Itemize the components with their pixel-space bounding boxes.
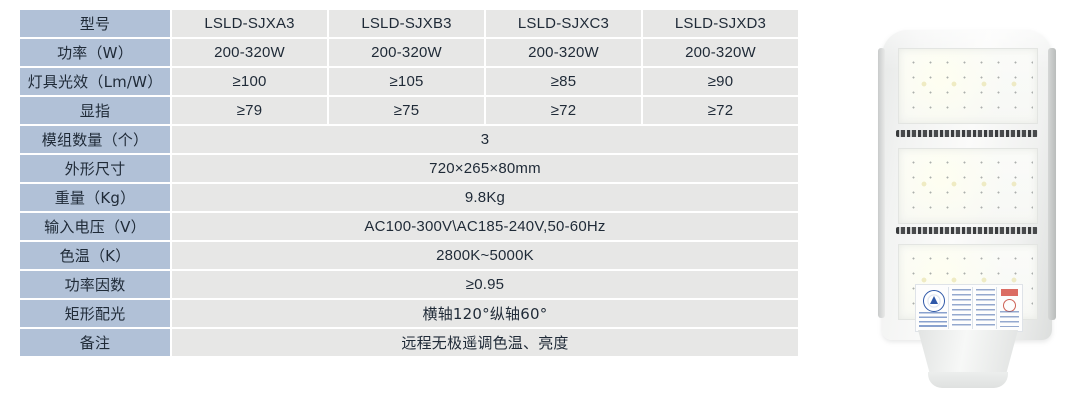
cell-input-voltage-value: AC100-300V\AC185-240V,50-60Hz <box>172 213 798 240</box>
cell-model-col2: LSLD-SJXB3 <box>329 10 484 37</box>
label-text-lines <box>952 289 971 327</box>
product-spec-label-sticker <box>915 284 1023 332</box>
lamp-bevel-left <box>878 48 885 318</box>
lamp-neck-cap <box>928 372 1008 388</box>
certification-seal-icon <box>918 287 949 329</box>
cell-power-col4: 200-320W <box>643 39 798 66</box>
cell-model-col4: LSLD-SJXD3 <box>643 10 798 37</box>
cell-cri-col4: ≥72 <box>643 97 798 124</box>
heatsink-strip-1 <box>896 130 1038 137</box>
label-brand-bar <box>1001 289 1018 296</box>
table-row: 型号 LSLD-SJXA3 LSLD-SJXB3 LSLD-SJXC3 LSLD… <box>20 10 798 37</box>
cell-efficacy-col2: ≥105 <box>329 68 484 95</box>
specification-table: 型号 LSLD-SJXA3 LSLD-SJXB3 LSLD-SJXC3 LSLD… <box>18 8 800 358</box>
cell-module-count-value: 3 <box>172 126 798 153</box>
label-logo-text-lines <box>919 312 947 328</box>
label-column-2 <box>975 287 997 329</box>
row-label-cri: 显指 <box>20 97 170 124</box>
lamp-bevel-right <box>1048 48 1056 320</box>
row-label-efficacy: 灯具光效（Lm/W） <box>20 68 170 95</box>
led-emitter-grid <box>909 171 1027 201</box>
row-label-module-count: 模组数量（个） <box>20 126 170 153</box>
table-row: 显指 ≥79 ≥75 ≥72 ≥72 <box>20 97 798 124</box>
table-row: 色温（K） 2800K~5000K <box>20 242 798 269</box>
seal-circle-icon <box>923 290 945 312</box>
product-image-led-street-light <box>860 12 1080 408</box>
label-text-lines <box>1000 311 1019 327</box>
cell-cri-col3: ≥72 <box>486 97 641 124</box>
cell-efficacy-col3: ≥85 <box>486 68 641 95</box>
cell-dimensions-value: 720×265×80mm <box>172 155 798 182</box>
table-row: 重量（Kg） 9.8Kg <box>20 184 798 211</box>
cell-cri-col1: ≥79 <box>172 97 327 124</box>
row-label-color-temperature: 色温（K） <box>20 242 170 269</box>
table-row: 输入电压（V） AC100-300V\AC185-240V,50-60Hz <box>20 213 798 240</box>
cell-power-col1: 200-320W <box>172 39 327 66</box>
table-row: 功率（W） 200-320W 200-320W 200-320W 200-320… <box>20 39 798 66</box>
specification-table-body: 型号 LSLD-SJXA3 LSLD-SJXB3 LSLD-SJXC3 LSLD… <box>20 10 798 356</box>
label-column-1 <box>951 287 973 329</box>
row-label-power-factor: 功率因数 <box>20 271 170 298</box>
table-row: 功率因数 ≥0.95 <box>20 271 798 298</box>
row-label-dimensions: 外形尺寸 <box>20 155 170 182</box>
cell-weight-value: 9.8Kg <box>172 184 798 211</box>
cell-power-factor-value: ≥0.95 <box>172 271 798 298</box>
led-module-panel-1 <box>898 48 1038 124</box>
cell-efficacy-col1: ≥100 <box>172 68 327 95</box>
cell-model-col1: LSLD-SJXA3 <box>172 10 327 37</box>
cell-color-temperature-value: 2800K~5000K <box>172 242 798 269</box>
cell-efficacy-col4: ≥90 <box>643 68 798 95</box>
lamp-illustration <box>860 12 1080 408</box>
cell-power-col3: 200-320W <box>486 39 641 66</box>
cell-beam-distribution-value: 横轴120°纵轴60° <box>172 300 798 327</box>
table-row: 模组数量（个） 3 <box>20 126 798 153</box>
cell-remarks-value: 远程无极遥调色温、亮度 <box>172 329 798 356</box>
row-label-input-voltage: 输入电压（V） <box>20 213 170 240</box>
table-row: 备注 远程无极遥调色温、亮度 <box>20 329 798 356</box>
heatsink-strip-2 <box>896 227 1038 234</box>
cell-power-col2: 200-320W <box>329 39 484 66</box>
led-module-panel-2 <box>898 148 1038 224</box>
label-text-lines <box>976 289 995 327</box>
row-label-weight: 重量（Kg） <box>20 184 170 211</box>
row-label-remarks: 备注 <box>20 329 170 356</box>
cell-cri-col2: ≥75 <box>329 97 484 124</box>
cell-model-col3: LSLD-SJXC3 <box>486 10 641 37</box>
row-label-power: 功率（W） <box>20 39 170 66</box>
label-column-3 <box>999 287 1020 329</box>
table-row: 外形尺寸 720×265×80mm <box>20 155 798 182</box>
row-label-beam-distribution: 矩形配光 <box>20 300 170 327</box>
table-row: 灯具光效（Lm/W） ≥100 ≥105 ≥85 ≥90 <box>20 68 798 95</box>
table-row: 矩形配光 横轴120°纵轴60° <box>20 300 798 327</box>
row-label-model: 型号 <box>20 10 170 37</box>
led-emitter-grid <box>909 71 1027 101</box>
